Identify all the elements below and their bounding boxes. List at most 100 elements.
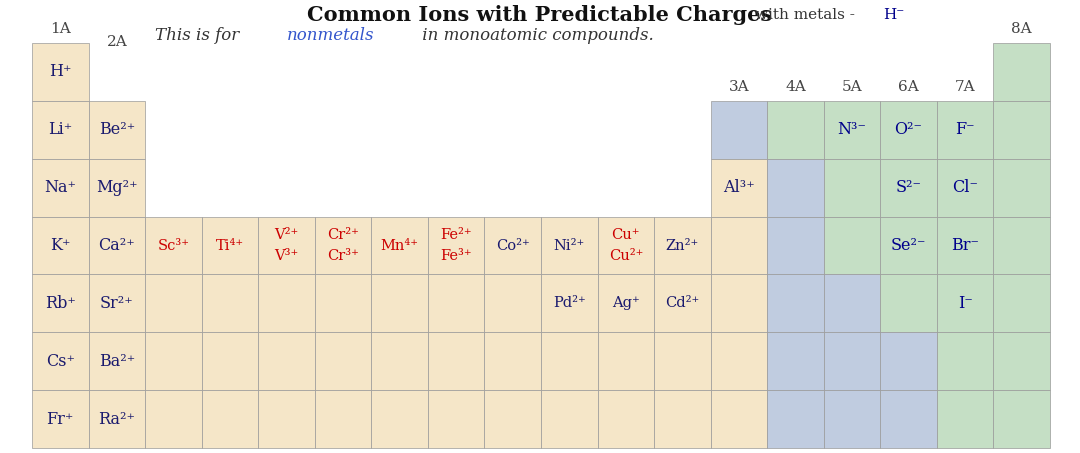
Text: K⁺: K⁺ (50, 237, 70, 254)
Text: Co²⁺: Co²⁺ (496, 238, 529, 252)
Bar (994, 159, 1050, 217)
Bar (767, 159, 824, 217)
Bar (994, 390, 1050, 448)
Text: 4A: 4A (785, 80, 806, 94)
Text: I⁻: I⁻ (958, 295, 973, 312)
Bar (89, 217, 145, 275)
Bar (936, 217, 994, 275)
Bar (258, 333, 314, 390)
Bar (654, 217, 711, 275)
Bar (880, 159, 936, 217)
Bar (145, 333, 202, 390)
Text: 7A: 7A (955, 80, 975, 94)
Text: Li⁺: Li⁺ (49, 121, 72, 138)
Bar (541, 390, 597, 448)
Text: Common Ions with Predictable Charges: Common Ions with Predictable Charges (308, 5, 772, 25)
Text: Sc³⁺: Sc³⁺ (158, 238, 189, 252)
Bar (880, 275, 936, 333)
Text: This is for: This is for (156, 28, 244, 44)
Text: Cs⁺: Cs⁺ (45, 353, 75, 370)
Bar (994, 333, 1050, 390)
Text: 8A: 8A (1011, 22, 1032, 36)
Text: 6A: 6A (899, 80, 919, 94)
Text: Zn²⁺: Zn²⁺ (665, 238, 699, 252)
Bar (485, 333, 541, 390)
Bar (314, 217, 372, 275)
Text: Rb⁺: Rb⁺ (45, 295, 76, 312)
Bar (936, 333, 994, 390)
Bar (32, 217, 89, 275)
Bar (372, 217, 428, 275)
Bar (314, 275, 372, 333)
Bar (372, 390, 428, 448)
Text: O²⁻: O²⁻ (894, 121, 922, 138)
Bar (824, 390, 880, 448)
Text: 2A: 2A (107, 35, 127, 49)
Bar (428, 333, 485, 390)
Text: Ra²⁺: Ra²⁺ (98, 410, 135, 428)
Bar (258, 217, 314, 275)
Bar (711, 159, 767, 217)
Bar (541, 275, 597, 333)
Bar (314, 333, 372, 390)
Text: Mg²⁺: Mg²⁺ (96, 179, 137, 196)
Bar (711, 390, 767, 448)
Text: Fr⁺: Fr⁺ (46, 410, 73, 428)
Bar (145, 275, 202, 333)
Text: Cr³⁺: Cr³⁺ (327, 249, 359, 263)
Text: Cr²⁺: Cr²⁺ (327, 228, 359, 242)
Bar (711, 217, 767, 275)
Text: H⁻: H⁻ (883, 8, 904, 22)
Text: Fe³⁺: Fe³⁺ (441, 249, 472, 263)
Text: H⁺: H⁺ (49, 63, 71, 81)
Bar (767, 390, 824, 448)
Text: Cl⁻: Cl⁻ (953, 179, 978, 196)
Bar (428, 275, 485, 333)
Bar (89, 159, 145, 217)
Bar (936, 159, 994, 217)
Text: Ti⁴⁺: Ti⁴⁺ (216, 238, 244, 252)
Bar (936, 101, 994, 159)
Bar (32, 159, 89, 217)
Bar (428, 217, 485, 275)
Bar (485, 275, 541, 333)
Bar (597, 390, 654, 448)
Bar (597, 333, 654, 390)
Bar (541, 333, 597, 390)
Bar (428, 390, 485, 448)
Text: with metals -: with metals - (755, 8, 860, 22)
Text: Fe²⁺: Fe²⁺ (441, 228, 472, 242)
Bar (711, 275, 767, 333)
Text: in monoatomic compounds.: in monoatomic compounds. (417, 28, 653, 44)
Text: 5A: 5A (841, 80, 862, 94)
Text: S²⁻: S²⁻ (895, 179, 921, 196)
Text: nonmetals: nonmetals (287, 28, 375, 44)
Bar (32, 275, 89, 333)
Bar (372, 333, 428, 390)
Bar (880, 333, 936, 390)
Text: Mn⁴⁺: Mn⁴⁺ (380, 238, 419, 252)
Bar (597, 217, 654, 275)
Bar (145, 217, 202, 275)
Bar (89, 333, 145, 390)
Bar (654, 333, 711, 390)
Text: Pd²⁺: Pd²⁺ (553, 296, 585, 310)
Bar (824, 217, 880, 275)
Bar (202, 217, 258, 275)
Bar (202, 275, 258, 333)
Bar (541, 217, 597, 275)
Bar (880, 101, 936, 159)
Bar (994, 275, 1050, 333)
Bar (824, 333, 880, 390)
Bar (880, 217, 936, 275)
Bar (202, 333, 258, 390)
Text: Ni²⁺: Ni²⁺ (554, 238, 585, 252)
Bar (936, 275, 994, 333)
Text: Be²⁺: Be²⁺ (98, 121, 135, 138)
Bar (597, 275, 654, 333)
Text: Ba²⁺: Ba²⁺ (98, 353, 135, 370)
Bar (32, 390, 89, 448)
Bar (202, 390, 258, 448)
Bar (485, 217, 541, 275)
Bar (654, 275, 711, 333)
